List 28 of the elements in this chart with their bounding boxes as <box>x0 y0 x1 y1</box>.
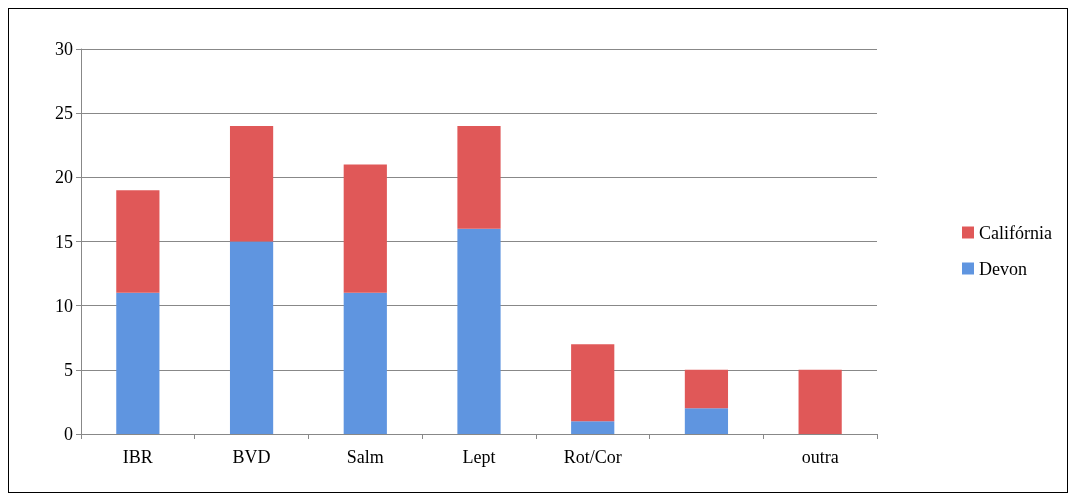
bar <box>229 241 274 434</box>
x-tick-label: IBR <box>122 447 153 467</box>
bar <box>684 408 729 434</box>
y-tick-label: 0 <box>64 424 73 444</box>
x-tick-label: outra <box>801 447 839 467</box>
y-tick-label: 30 <box>55 39 73 59</box>
legend-label: Devon <box>979 258 1028 279</box>
bar <box>229 126 274 242</box>
bar <box>457 126 501 229</box>
y-tick-label: 25 <box>55 103 73 124</box>
x-tick-label: Salm <box>346 447 384 467</box>
y-tick-label: 20 <box>55 167 73 188</box>
y-tick-label: 15 <box>55 231 73 252</box>
bar <box>684 369 729 409</box>
bar <box>457 228 501 434</box>
bar <box>116 292 160 434</box>
bar <box>116 190 160 293</box>
y-tick-label: 5 <box>64 359 73 380</box>
x-tick-label: Lept <box>462 447 496 467</box>
bar <box>571 421 615 434</box>
bar <box>571 344 615 422</box>
bar <box>343 164 387 293</box>
y-tick-label: 10 <box>55 295 73 316</box>
x-tick-label: BVD <box>232 447 271 467</box>
bar <box>798 369 842 434</box>
bar <box>343 292 387 434</box>
legend-label: Califórnia <box>979 222 1053 243</box>
x-tick-label: Rot/Cor <box>563 447 622 467</box>
